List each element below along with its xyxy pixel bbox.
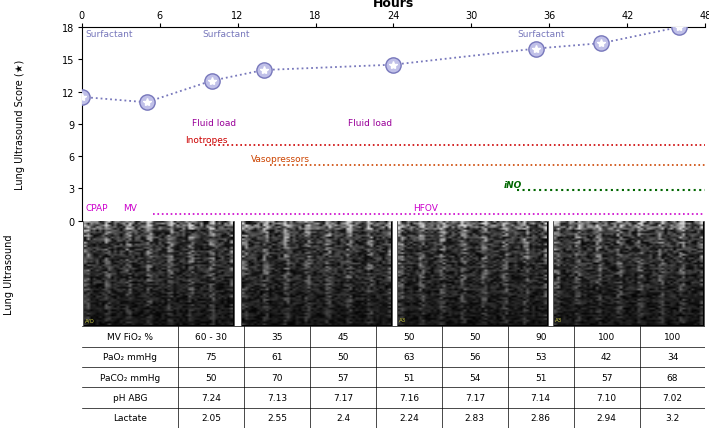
Text: 75: 75 — [206, 353, 217, 362]
Text: 2.83: 2.83 — [465, 413, 485, 422]
Bar — [552, 221, 703, 327]
Text: 50: 50 — [206, 373, 217, 382]
Text: Surfactant: Surfactant — [517, 30, 564, 39]
Text: 61: 61 — [272, 353, 283, 362]
Text: 60 - 30: 60 - 30 — [195, 332, 227, 341]
Text: 2.94: 2.94 — [597, 413, 617, 422]
Text: 7.10: 7.10 — [596, 393, 617, 402]
Text: 35: 35 — [272, 332, 283, 341]
Text: MV: MV — [123, 204, 137, 213]
Text: 7.17: 7.17 — [464, 393, 485, 402]
Text: 45: 45 — [337, 332, 349, 341]
Y-axis label: Lung Ultrasound Score (★): Lung Ultrasound Score (★) — [16, 59, 26, 190]
Text: 54: 54 — [469, 373, 481, 382]
Text: Inotropes: Inotropes — [186, 135, 228, 144]
Text: 7.02: 7.02 — [662, 393, 683, 402]
Text: 2.24: 2.24 — [399, 413, 419, 422]
Bar — [83, 221, 234, 327]
Text: 42: 42 — [601, 353, 613, 362]
Text: 57: 57 — [601, 373, 613, 382]
Text: HFOV: HFOV — [413, 204, 438, 213]
Text: 100: 100 — [664, 332, 681, 341]
Text: 57: 57 — [337, 373, 349, 382]
Text: PaO₂ mmHg: PaO₂ mmHg — [103, 353, 157, 362]
Text: Surfactant: Surfactant — [203, 30, 250, 39]
Text: 7.16: 7.16 — [399, 393, 419, 402]
Text: 63: 63 — [403, 353, 415, 362]
Text: iNO: iNO — [504, 181, 523, 189]
Text: Surfactant: Surfactant — [85, 30, 133, 39]
Text: 70: 70 — [272, 373, 283, 382]
Text: 2.55: 2.55 — [267, 413, 287, 422]
Text: 56: 56 — [469, 353, 481, 362]
Text: Fluid load: Fluid load — [348, 119, 392, 128]
Text: 3.2: 3.2 — [665, 413, 680, 422]
Bar — [396, 221, 547, 327]
Text: 2.4: 2.4 — [336, 413, 350, 422]
Text: 53: 53 — [535, 353, 547, 362]
Text: 7.17: 7.17 — [333, 393, 353, 402]
Text: PaCO₂ mmHg: PaCO₂ mmHg — [100, 373, 160, 382]
Text: Lung Ultrasound: Lung Ultrasound — [4, 234, 13, 314]
Text: 34: 34 — [667, 353, 679, 362]
Text: A/O: A/O — [85, 317, 95, 322]
Text: 7.14: 7.14 — [531, 393, 551, 402]
Text: Fluid load: Fluid load — [192, 119, 236, 128]
Text: 50: 50 — [403, 332, 415, 341]
Text: pH ABG: pH ABG — [113, 393, 147, 402]
Text: 2.05: 2.05 — [201, 413, 221, 422]
Text: 7.24: 7.24 — [201, 393, 221, 402]
Text: 50: 50 — [337, 353, 349, 362]
Text: 2.86: 2.86 — [531, 413, 551, 422]
Bar — [240, 221, 391, 327]
Text: 68: 68 — [666, 373, 679, 382]
Text: Lactate: Lactate — [113, 413, 147, 422]
X-axis label: Hours: Hours — [373, 0, 414, 10]
Text: MV FiO₂ %: MV FiO₂ % — [107, 332, 153, 341]
Text: Vasopressors: Vasopressors — [250, 155, 310, 164]
Text: 51: 51 — [535, 373, 547, 382]
Text: 50: 50 — [469, 332, 481, 341]
Text: 7.13: 7.13 — [267, 393, 287, 402]
Text: A3: A3 — [555, 317, 562, 322]
Text: 100: 100 — [598, 332, 615, 341]
Text: A3: A3 — [399, 317, 406, 322]
Text: CPAP: CPAP — [85, 204, 108, 213]
Text: 51: 51 — [403, 373, 415, 382]
Text: 90: 90 — [535, 332, 547, 341]
